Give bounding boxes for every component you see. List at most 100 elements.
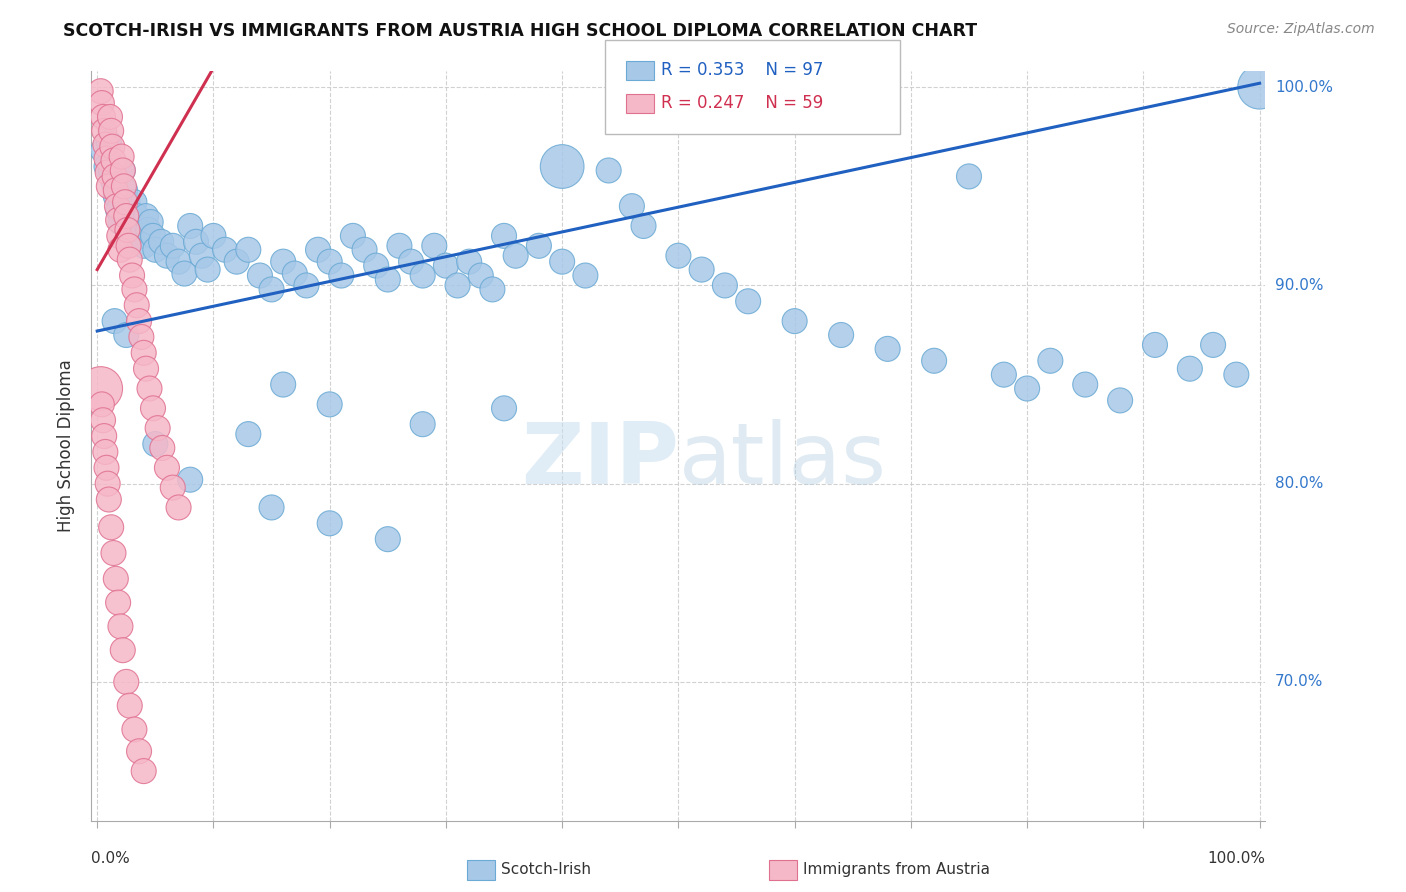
Point [284,267,307,281]
Point [96,460,118,475]
Point [94,137,117,152]
Text: 90.0%: 90.0% [1275,278,1323,293]
Point [91,413,114,427]
Point [100,163,122,178]
Point [104,169,127,184]
Point [412,417,434,432]
Text: ZIP: ZIP [520,419,678,502]
Point [104,183,127,197]
Text: SCOTCH-IRISH VS IMMIGRANTS FROM AUSTRIA HIGH SCHOOL DIPLOMA CORRELATION CHART: SCOTCH-IRISH VS IMMIGRANTS FROM AUSTRIA … [63,22,977,40]
Point [481,282,503,296]
Point [97,179,120,194]
Point [167,254,190,268]
Point [1202,338,1225,352]
Point [90,397,112,411]
Point [993,368,1015,382]
Point [551,254,574,268]
Text: Scotch-Irish: Scotch-Irish [501,863,591,877]
Point [179,219,201,233]
Point [1017,382,1039,396]
Point [125,209,148,223]
Text: 70.0%: 70.0% [1275,674,1323,690]
Point [124,195,146,210]
Point [103,546,125,560]
Point [1143,338,1166,352]
Point [115,209,138,223]
Point [90,84,112,98]
Point [91,144,114,158]
Point [90,96,112,111]
Point [111,163,134,178]
Point [107,213,129,227]
Point [330,268,353,283]
Point [876,342,898,356]
Point [318,397,340,411]
Point [143,437,166,451]
Point [173,267,195,281]
Point [307,243,329,257]
Point [156,249,179,263]
Point [399,254,422,268]
Point [100,124,122,138]
Y-axis label: High School Diploma: High School Diploma [58,359,76,533]
Point [318,516,340,531]
Point [271,377,294,392]
Point [118,209,141,223]
Point [100,520,122,534]
Point [135,361,157,376]
Point [412,268,434,283]
Text: R = 0.353    N = 97: R = 0.353 N = 97 [661,62,823,79]
Point [104,314,127,328]
Point [110,150,132,164]
Point [125,298,148,312]
Point [295,278,318,293]
Point [115,328,138,343]
Point [957,169,980,184]
Point [434,259,457,273]
Point [91,110,114,124]
Point [108,228,131,243]
Point [112,179,135,194]
Point [110,215,132,229]
Point [271,254,294,268]
Point [1109,393,1132,408]
Point [1039,353,1062,368]
Point [179,473,201,487]
Point [184,235,207,249]
Text: atlas: atlas [678,419,886,502]
Point [117,239,139,253]
Point [121,223,143,237]
Point [131,228,153,243]
Point [202,228,225,243]
Point [492,228,515,243]
Point [388,239,411,253]
Point [114,195,136,210]
Point [446,278,468,293]
Point [118,698,141,713]
Point [366,259,388,273]
Point [142,228,165,243]
Point [238,427,260,442]
Point [260,282,283,296]
Point [156,460,179,475]
Point [633,219,655,233]
Point [150,235,173,249]
Point [318,254,340,268]
Point [527,239,550,253]
Point [135,209,157,223]
Point [131,330,153,344]
Point [225,254,247,268]
Point [197,262,219,277]
Text: 100.0%: 100.0% [1208,851,1265,865]
Point [104,189,127,203]
Point [191,249,214,263]
Point [124,723,146,737]
Point [690,262,713,277]
Point [98,110,121,124]
Point [353,243,375,257]
Point [492,401,515,416]
Point [377,272,399,286]
Point [90,382,112,396]
Point [922,353,945,368]
Point [249,268,271,283]
